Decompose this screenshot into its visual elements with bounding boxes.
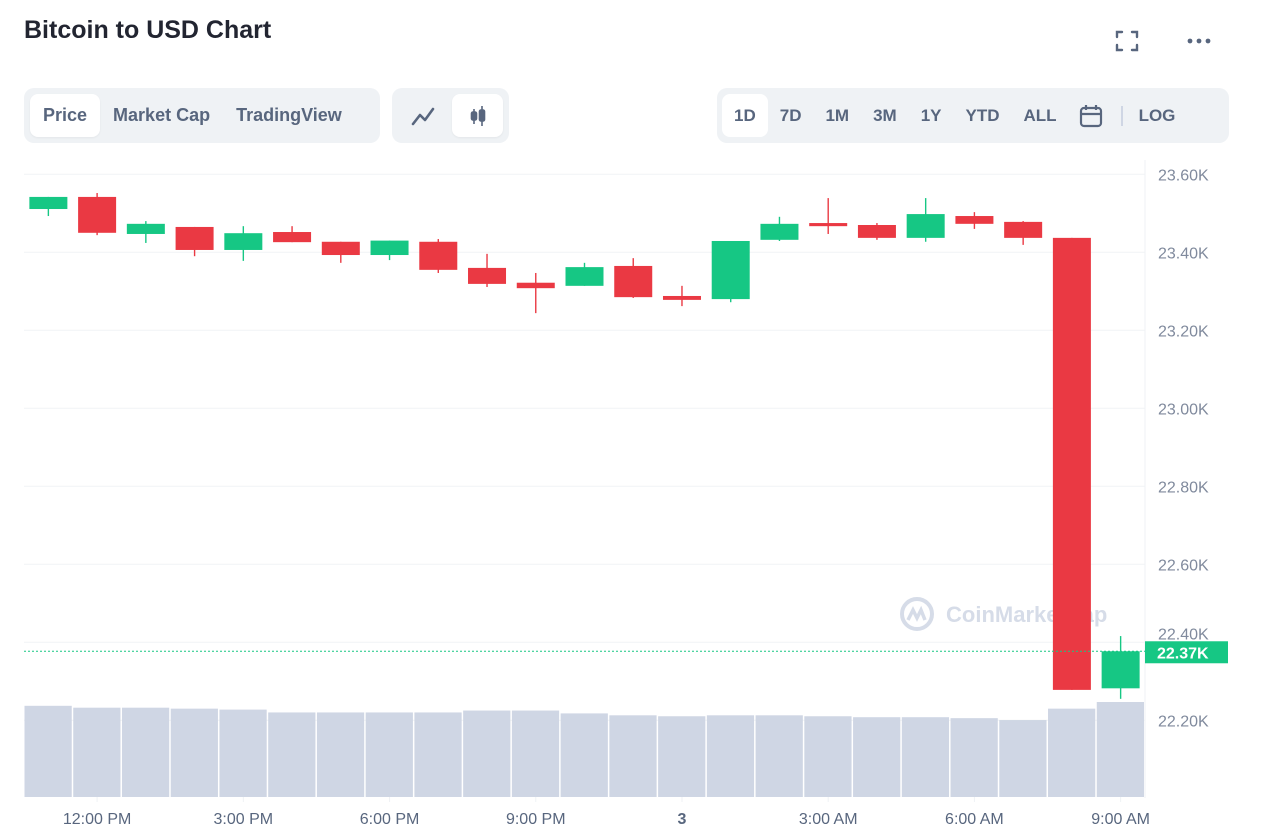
data-type-tabs: Price Market Cap TradingView <box>24 88 380 143</box>
log-scale-toggle[interactable]: LOG <box>1138 105 1176 125</box>
page-title: Bitcoin to USD Chart <box>24 16 272 44</box>
candle-body <box>809 223 848 227</box>
volume-bar <box>804 716 852 797</box>
y-tick-label: 22.20K <box>1158 713 1209 730</box>
fullscreen-icon <box>1115 30 1139 52</box>
candle-body <box>468 267 507 284</box>
candlestick-chart[interactable]: 23.60K 23.40K 23.20K 23.00K 22.80K 22.60K 22.4… <box>0 150 1261 838</box>
y-tick-label: 23.60K <box>1158 167 1209 184</box>
more-button[interactable] <box>1186 28 1212 54</box>
volume-bar <box>414 712 462 797</box>
chart-type-toggle <box>392 88 509 143</box>
range-1d[interactable]: 1D <box>722 94 768 137</box>
volume-bar <box>1096 702 1144 797</box>
time-range-tabs: 1D 7D 1M 3M 1Y YTD ALL LOG <box>717 88 1229 143</box>
range-ytd[interactable]: YTD <box>965 105 1000 125</box>
candle-body <box>419 241 458 270</box>
volume-bar <box>121 707 170 797</box>
calendar-icon <box>1079 104 1102 127</box>
x-tick-label: 3:00 AM <box>799 811 858 828</box>
current-price-badge <box>1145 641 1228 664</box>
volume-bar <box>999 720 1047 797</box>
candle-body <box>1004 221 1043 238</box>
volume-bar <box>706 715 755 797</box>
line-chart-icon <box>411 107 435 125</box>
candle-body <box>565 267 604 286</box>
range-7d[interactable]: 7D <box>779 105 802 125</box>
volume-bar <box>658 716 706 797</box>
range-1y[interactable]: 1Y <box>920 105 942 125</box>
volume-bar <box>609 715 657 797</box>
range-all[interactable]: ALL <box>1023 105 1057 125</box>
coinmarketcap-watermark <box>900 597 934 631</box>
candle-body <box>78 196 117 233</box>
range-3m[interactable]: 3M <box>873 105 897 125</box>
x-tick-label: 6:00 PM <box>360 811 420 828</box>
candle-body <box>857 225 896 238</box>
line-chart-button[interactable] <box>398 94 448 137</box>
candle-body <box>370 240 409 256</box>
candle-body <box>224 233 263 250</box>
y-tick-label: 23.40K <box>1158 245 1209 262</box>
volume-bar <box>316 712 365 797</box>
volume-bar <box>755 715 803 797</box>
candle-body <box>1101 651 1140 689</box>
candle-body <box>126 223 165 234</box>
range-1m[interactable]: 1M <box>825 105 850 125</box>
volume-bar <box>560 713 608 797</box>
candle-body <box>760 223 799 240</box>
fullscreen-button[interactable] <box>1114 28 1140 54</box>
volume-bar <box>268 712 316 797</box>
y-tick-label: 23.00K <box>1158 401 1209 418</box>
x-tick-label: 9:00 AM <box>1091 811 1150 828</box>
volume-bar <box>511 710 560 797</box>
candle-body <box>955 216 994 224</box>
y-tick-label: 22.80K <box>1158 479 1209 496</box>
x-tick-label: 6:00 AM <box>945 811 1004 828</box>
candlestick-button[interactable] <box>452 94 503 137</box>
candle-body <box>906 214 945 238</box>
candle-body <box>662 295 701 300</box>
x-tick-label: 3:00 PM <box>214 811 274 828</box>
candle-body <box>29 196 68 210</box>
volume-bar <box>219 709 267 797</box>
divider <box>1120 105 1123 126</box>
volume-bar <box>24 705 72 797</box>
x-tick-label: 9:00 PM <box>506 811 566 828</box>
volume-bar <box>853 717 901 797</box>
candle-body <box>516 282 555 289</box>
tab-market-cap[interactable]: Market Cap <box>113 105 211 125</box>
y-tick-label: 23.20K <box>1158 323 1209 340</box>
y-tick-label: 22.40K <box>1158 626 1209 643</box>
volume-bar <box>901 717 950 797</box>
volume-bar <box>463 710 511 797</box>
tab-price[interactable]: Price <box>30 94 101 137</box>
volume-bar <box>1048 708 1096 797</box>
candle-body <box>273 232 312 243</box>
candle-body <box>614 265 653 298</box>
candle-body <box>1052 237 1091 690</box>
volume-bar <box>73 707 121 797</box>
calendar-button[interactable] <box>1069 94 1113 137</box>
x-tick-label: 3 <box>678 811 687 828</box>
current-price-label: 22.37K <box>1157 645 1209 662</box>
volume-bar <box>950 718 998 797</box>
candle-body <box>711 240 750 300</box>
x-tick-label: 12:00 PM <box>63 811 131 828</box>
candle-body <box>321 241 360 256</box>
candlestick-icon <box>470 105 485 126</box>
volume-bar <box>170 708 218 797</box>
tab-tradingview[interactable]: TradingView <box>236 105 342 125</box>
y-tick-label: 22.60K <box>1158 557 1209 574</box>
candle-body <box>175 226 214 250</box>
more-horizontal-icon <box>1187 38 1211 44</box>
volume-bar <box>365 712 413 797</box>
